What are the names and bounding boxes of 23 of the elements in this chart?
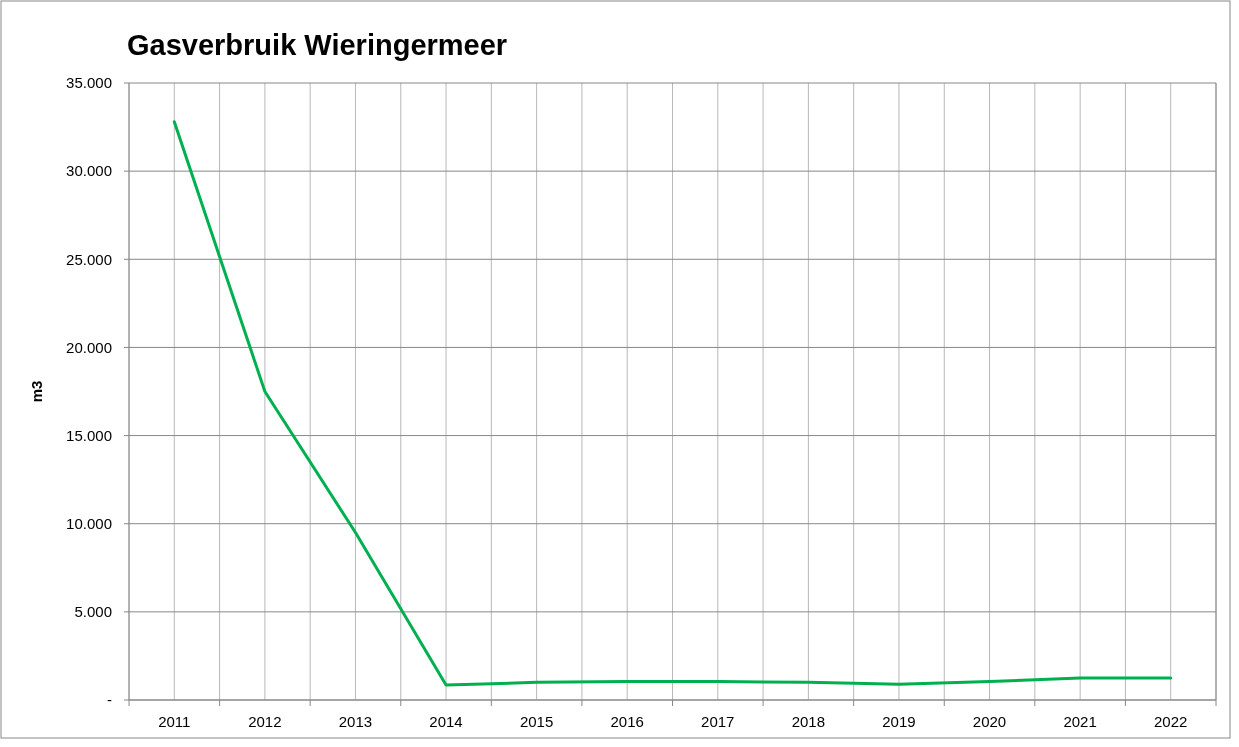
chart-title: Gasverbruik Wieringermeer [127,29,508,61]
x-tick-label: 2012 [248,713,282,730]
x-tick-label: 2013 [338,713,373,730]
y-tick-label: 5.000 [74,603,112,621]
y-axis-title: m3 [28,380,45,403]
x-tick-label: 2015 [519,713,554,730]
x-tick-label: 2021 [1063,713,1097,730]
y-tick-label: 25.000 [66,250,112,268]
x-tick-label: 2022 [1154,713,1188,730]
y-tick-label: 15.000 [66,426,112,444]
line-series [172,120,1173,687]
y-tick-label: - [107,691,112,709]
y-tick-label: 20.000 [66,338,112,356]
x-tick-label: 2011 [158,713,191,730]
x-tick-label: 2019 [882,713,916,730]
y-tick-label: 30.000 [66,162,112,180]
y-tick-label: 10.000 [66,514,112,532]
x-tick-label: 2014 [429,713,463,730]
y-tick-label: 35.000 [66,74,112,92]
x-tick-label: 2020 [972,713,1007,730]
x-tick-label: 2017 [701,713,735,730]
x-tick-label: 2018 [791,713,826,730]
x-tick-label: 2016 [610,713,644,730]
